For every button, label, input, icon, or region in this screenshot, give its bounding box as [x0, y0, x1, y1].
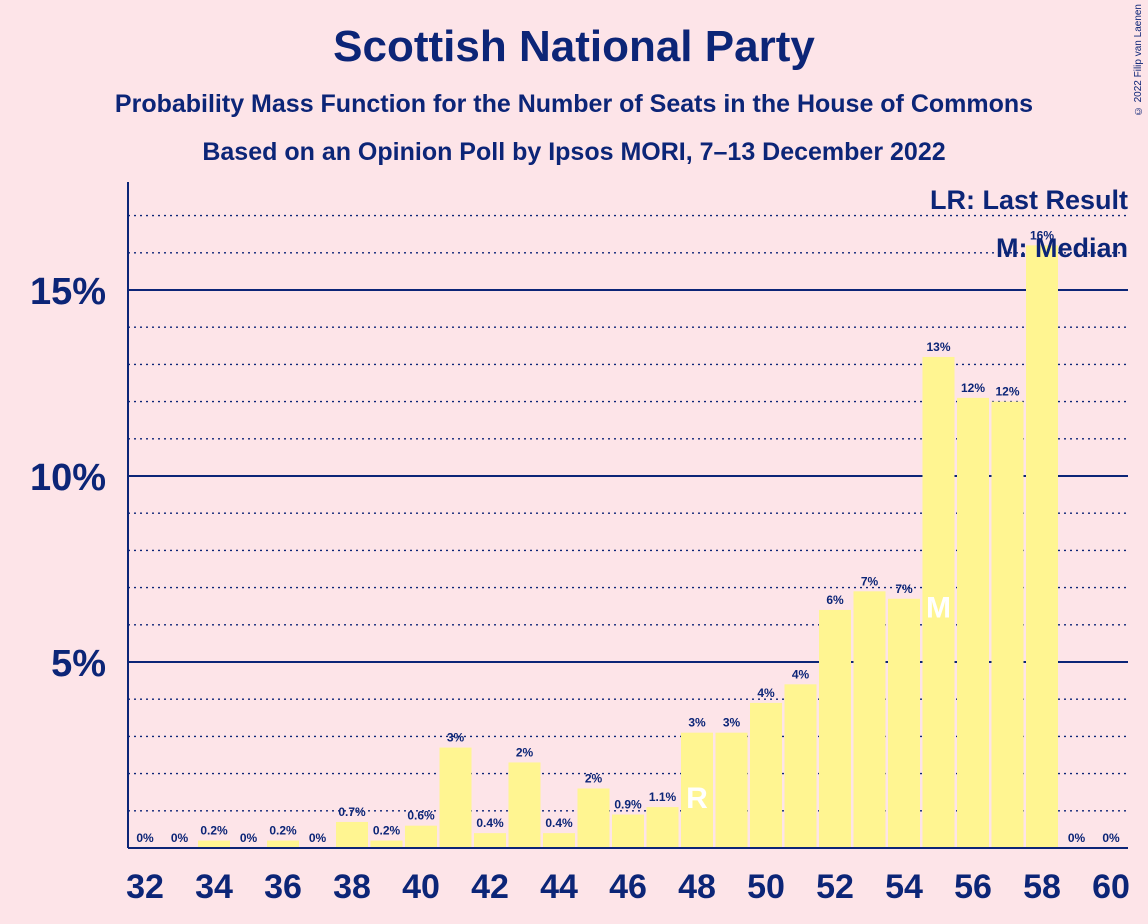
bar [508, 762, 541, 848]
data-label: 12% [961, 381, 985, 395]
data-label: 3% [688, 716, 706, 730]
bar [612, 814, 644, 848]
data-label: 0.6% [407, 809, 435, 823]
bar [646, 807, 679, 848]
bar [853, 591, 886, 848]
bar [474, 833, 506, 848]
data-label: 4% [792, 667, 810, 681]
last-result-marker: R [686, 782, 708, 815]
data-label: 3% [723, 716, 741, 730]
chart-subtitle: Probability Mass Function for the Number… [114, 90, 1034, 118]
x-tick-label: 46 [609, 868, 647, 906]
x-tick-label: 52 [816, 868, 854, 906]
x-tick-label: 32 [126, 868, 164, 906]
bar [405, 825, 437, 848]
bar [577, 788, 610, 848]
data-label: 0.2% [269, 824, 297, 838]
y-tick-label: 10% [30, 457, 106, 499]
bar [439, 747, 472, 848]
legend-last-result: LR: Last Result [930, 185, 1128, 215]
legend-median: M: Median [996, 233, 1128, 263]
x-tick-label: 54 [885, 868, 923, 906]
y-tick-label: 15% [30, 271, 106, 313]
x-tick-label: 42 [471, 868, 509, 906]
data-label: 0.7% [338, 805, 366, 819]
data-label: 7% [861, 574, 879, 588]
bar [267, 840, 299, 848]
y-tick-label: 5% [51, 643, 106, 685]
bar [681, 732, 713, 848]
bar [888, 598, 920, 848]
x-tick-label: 40 [402, 868, 440, 906]
bar [543, 833, 575, 848]
data-label: 7% [895, 582, 913, 596]
data-label: 13% [926, 340, 950, 354]
x-tick-label: 44 [540, 868, 578, 906]
data-label: 0% [171, 831, 189, 845]
data-label: 2% [516, 745, 534, 759]
data-label: 6% [826, 593, 844, 607]
data-label: 0.9% [614, 798, 642, 812]
data-label: 0.2% [200, 824, 228, 838]
bar [715, 732, 748, 848]
data-label: 12% [995, 385, 1019, 399]
median-marker: M [926, 591, 951, 624]
data-label: 2% [585, 771, 603, 785]
data-label: 3% [447, 731, 465, 745]
x-tick-label: 50 [747, 868, 785, 906]
bar [750, 702, 782, 848]
bar [957, 397, 989, 848]
bar [370, 840, 403, 848]
data-label: 4% [757, 686, 775, 700]
data-label: 0.2% [373, 824, 401, 838]
data-label: 1.1% [649, 790, 677, 804]
x-tick-label: 38 [333, 868, 371, 906]
data-label: 0.4% [476, 816, 504, 830]
bar [198, 840, 230, 848]
x-tick-label: 48 [678, 868, 716, 906]
bar [991, 401, 1024, 848]
x-tick-label: 60 [1092, 868, 1130, 906]
x-tick-label: 56 [954, 868, 992, 906]
data-label: 0.4% [545, 816, 573, 830]
chart-title: Scottish National Party [333, 22, 815, 71]
bar [784, 684, 817, 848]
bar [819, 609, 851, 848]
data-label: 0% [136, 831, 154, 845]
x-tick-label: 58 [1023, 868, 1061, 906]
bar [922, 356, 955, 848]
x-tick-label: 36 [264, 868, 302, 906]
chart-source-note: Based on an Opinion Poll by Ipsos MORI, … [202, 138, 946, 166]
data-label: 0% [309, 831, 327, 845]
x-tick-label: 34 [195, 868, 233, 906]
data-label: 16% [1030, 228, 1054, 242]
bar [336, 821, 368, 848]
data-label: 0% [1068, 831, 1086, 845]
data-label: 0% [1102, 831, 1120, 845]
bar [1026, 245, 1058, 849]
data-label: 0% [240, 831, 258, 845]
